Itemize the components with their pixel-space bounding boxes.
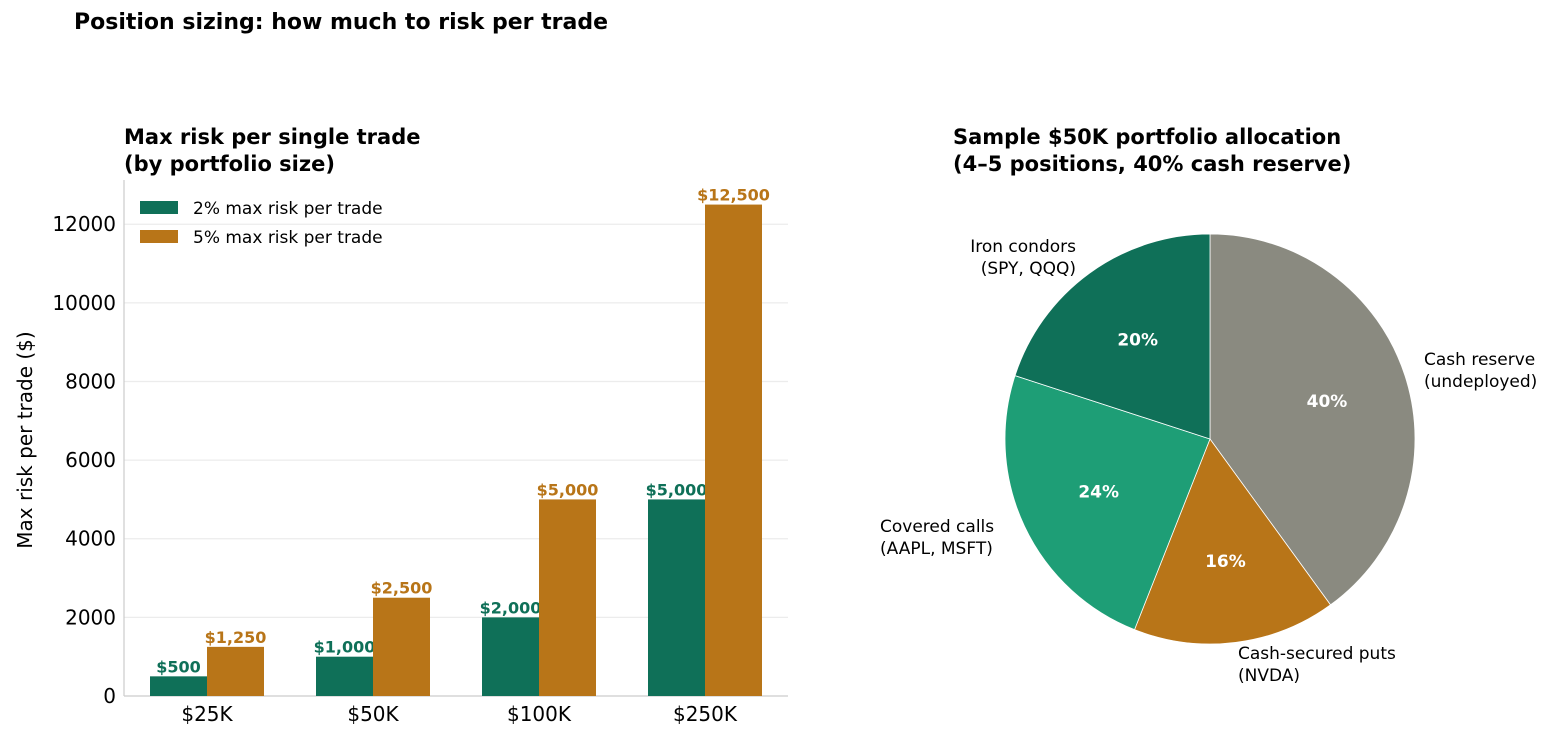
x-tick-label: $25K: [181, 702, 233, 726]
legend-swatch: [140, 230, 178, 243]
bar-value-label: $500: [156, 657, 201, 676]
figure-title: Position sizing: how much to risk per tr…: [74, 10, 609, 35]
legend-label: 2% max risk per trade: [193, 199, 383, 219]
bar-value-label: $5,000: [646, 480, 708, 499]
bar-value-label: $1,250: [205, 628, 267, 647]
pie-slice-label: Cash reserve (undeployed): [1424, 350, 1537, 392]
x-tick-label: $50K: [347, 702, 399, 726]
bar-chart: 0 2000 4000 6000 8000 10000 12000 $500 $1,000 $2,…: [13, 125, 788, 726]
pie-slice: [1134, 438, 1332, 645]
y-tick-label: 4000: [65, 527, 116, 551]
y-tick-label: 10000: [52, 291, 116, 315]
y-tick-label: 8000: [65, 369, 116, 393]
y-tick-label: 12000: [52, 212, 116, 236]
bar: [150, 676, 207, 696]
bar: [316, 656, 373, 696]
y-tick-label: 6000: [65, 448, 116, 472]
legend-swatch: [140, 201, 178, 214]
bar-value-label: $12,500: [697, 186, 770, 205]
pie-slice: [1014, 233, 1211, 440]
y-axis-label: Max risk per trade ($): [13, 331, 37, 548]
legend-label: 5% max risk per trade: [193, 228, 383, 248]
bar-value-label: $5,000: [537, 480, 599, 499]
pie-percent-label: 24%: [1078, 482, 1119, 502]
bar-value-label: $2,000: [480, 598, 542, 617]
x-tick-label: $100K: [507, 702, 572, 726]
bar: [648, 499, 705, 696]
pie-percent-label: 16%: [1205, 552, 1246, 572]
pie-slice: [1209, 233, 1416, 606]
bar: [539, 499, 596, 696]
bar: [482, 617, 539, 696]
pie-percent-label: 40%: [1307, 392, 1348, 412]
bar-chart-title: Max risk per single trade (by portfolio s…: [124, 125, 420, 176]
bar: [373, 597, 430, 696]
pie-slice: [1004, 375, 1211, 631]
pie-slice-label: Cash-secured puts (NVDA): [1238, 644, 1396, 686]
pie-chart: 40% Cash reserve (undeployed) 16% Cash-secur…: [880, 125, 1537, 686]
pie-slice-label: Covered calls (AAPL, MSFT): [880, 517, 994, 559]
x-tick-label: $250K: [673, 702, 738, 726]
y-tick-label: 0: [103, 684, 116, 708]
pie-percent-label: 20%: [1117, 330, 1158, 350]
bar: [207, 646, 264, 696]
pie-slice-label: Iron condors (SPY, QQQ): [970, 237, 1076, 279]
bar: [705, 204, 762, 697]
y-tick-label: 2000: [65, 605, 116, 629]
bar-value-label: $1,000: [314, 638, 376, 657]
pie-chart-title: Sample $50K portfolio allocation (4–5 pos…: [953, 125, 1351, 176]
bar-value-label: $2,500: [371, 579, 433, 598]
